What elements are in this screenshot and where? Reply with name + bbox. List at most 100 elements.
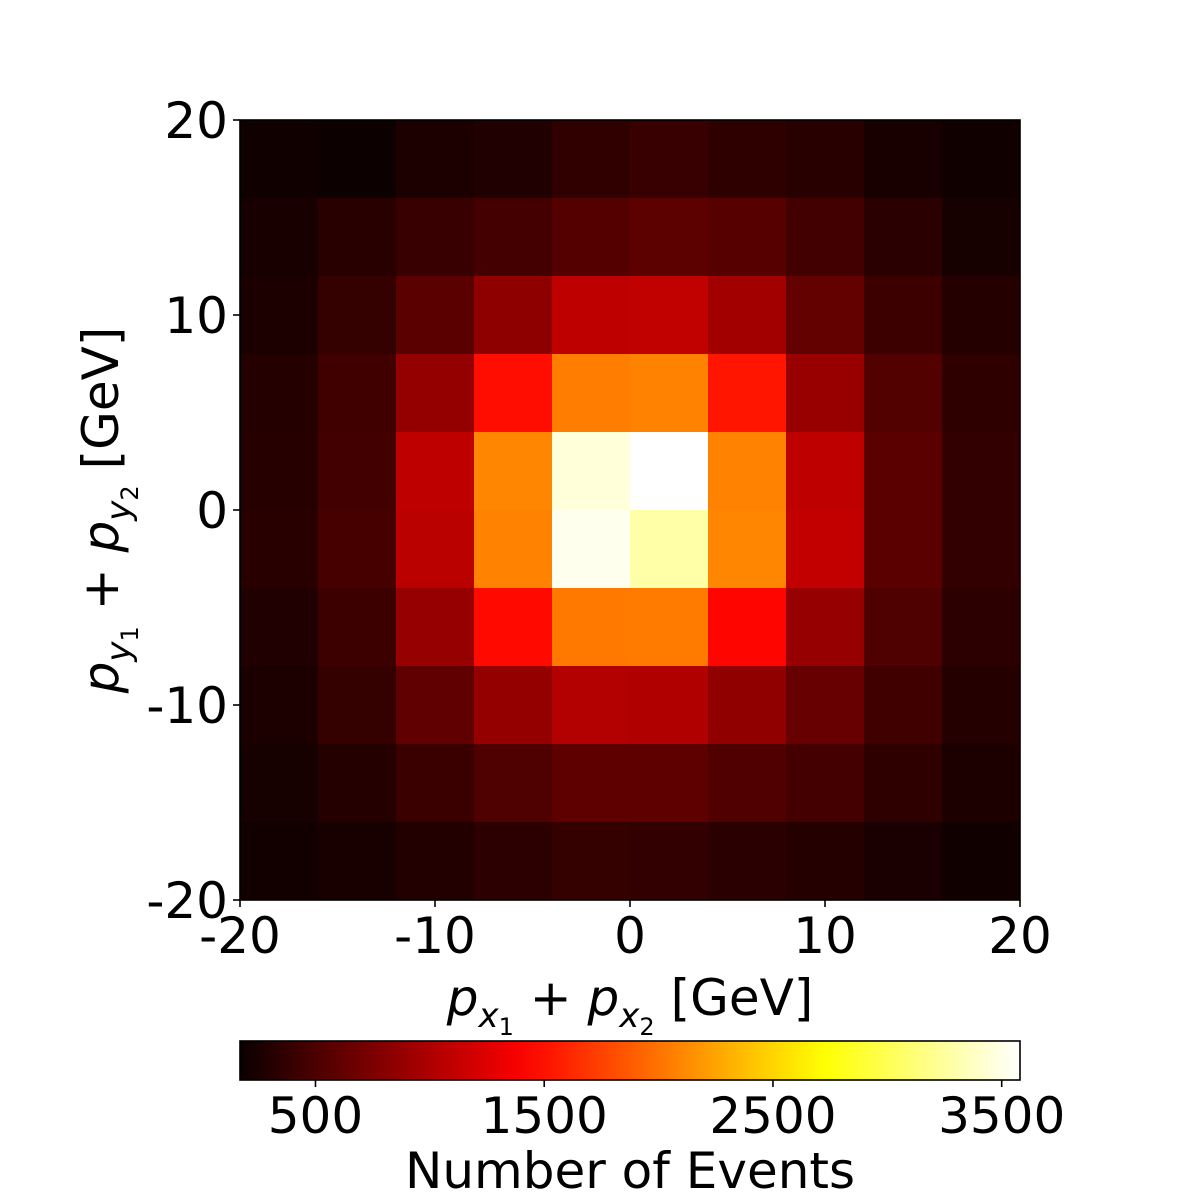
heatmap-cell	[708, 276, 787, 355]
heatmap-cell	[864, 120, 943, 199]
heatmap-cell	[474, 198, 553, 277]
heatmap-cell	[552, 120, 631, 199]
heatmap-cell	[630, 198, 709, 277]
heatmap-cell	[552, 198, 631, 277]
heatmap-cell	[552, 666, 631, 745]
heatmap-cell	[708, 120, 787, 199]
heatmap-cell	[864, 198, 943, 277]
heatmap-cell	[708, 588, 787, 667]
x-tick-label: 10	[793, 907, 857, 965]
heatmap-cell	[864, 276, 943, 355]
heatmap-cell	[396, 354, 475, 433]
y-tick-label: 10	[164, 287, 228, 345]
heatmap-cell	[942, 666, 1021, 745]
heatmap-cell	[552, 588, 631, 667]
heatmap-cell	[708, 432, 787, 511]
heatmap-cell	[864, 432, 943, 511]
heatmap-cell	[318, 666, 397, 745]
heatmap-cell	[396, 822, 475, 901]
heatmap-cell	[942, 588, 1021, 667]
heatmap-cell	[240, 432, 319, 511]
heatmap-cell	[552, 432, 631, 511]
heatmap-cell	[552, 354, 631, 433]
colorbar-tick-label: 2500	[709, 1087, 836, 1145]
heatmap-cell	[396, 432, 475, 511]
heatmap-cell	[630, 666, 709, 745]
heatmap-cell	[474, 120, 553, 199]
heatmap-cell	[240, 822, 319, 901]
heatmap-cell	[474, 276, 553, 355]
x-tick-label: 20	[988, 907, 1052, 965]
heatmap-cell	[240, 510, 319, 589]
heatmap-cell	[240, 666, 319, 745]
x-axis-label: px1 + px2 [GeV]	[446, 969, 814, 1041]
heatmap-cell	[630, 120, 709, 199]
heatmap-cell	[708, 354, 787, 433]
x-axis-ticks: -20 -10 0 10 20	[199, 900, 1052, 965]
heatmap-cell	[630, 276, 709, 355]
heatmap-cell	[630, 744, 709, 823]
colorbar-tick-label: 1500	[481, 1087, 608, 1145]
heatmap-cell	[630, 432, 709, 511]
heatmap-cell	[474, 432, 553, 511]
heatmap-cell	[474, 822, 553, 901]
heatmap-cell	[552, 822, 631, 901]
colorbar-tick-label: 500	[268, 1087, 363, 1145]
x-tick-label: -10	[394, 907, 476, 965]
heatmap-cell	[942, 432, 1021, 511]
y-tick-label: -10	[146, 677, 228, 735]
heatmap-cell	[786, 744, 865, 823]
heatmap-cell	[708, 822, 787, 901]
heatmap-cell	[864, 588, 943, 667]
heatmap-cell	[708, 744, 787, 823]
colorbar-tick-label: 3500	[938, 1087, 1065, 1145]
heatmap-cell	[396, 276, 475, 355]
heatmap-cell	[396, 198, 475, 277]
heatmap-cell	[318, 120, 397, 199]
heatmap-cell	[396, 666, 475, 745]
heatmap-cell	[864, 744, 943, 823]
heatmap-cell	[318, 510, 397, 589]
heatmap-cells	[240, 120, 1021, 901]
y-tick-label: 0	[196, 482, 228, 540]
heatmap-cell	[786, 432, 865, 511]
colorbar-ticks: 500 1500 2500 3500	[268, 1080, 1065, 1145]
heatmap-cell	[474, 588, 553, 667]
x-tick-label: -20	[199, 907, 281, 965]
heatmap-cell	[240, 354, 319, 433]
heatmap-cell	[396, 510, 475, 589]
heatmap-cell	[942, 198, 1021, 277]
heatmap-cell	[552, 744, 631, 823]
heatmap-cell	[942, 510, 1021, 589]
heatmap-cell	[864, 666, 943, 745]
heatmap-cell	[474, 744, 553, 823]
heatmap-cell	[942, 276, 1021, 355]
colorbar	[239, 1040, 1021, 1081]
heatmap-cell	[786, 354, 865, 433]
heatmap-cell	[786, 120, 865, 199]
colorbar-label: Number of Events	[405, 1142, 855, 1200]
heatmap-cell	[240, 588, 319, 667]
heatmap-cell	[786, 510, 865, 589]
y-axis-label: py1 + py2 [GeV]	[72, 327, 144, 695]
heatmap-cell	[942, 120, 1021, 199]
heatmap-cell	[630, 510, 709, 589]
heatmap-cell	[318, 588, 397, 667]
heatmap-cell	[318, 276, 397, 355]
heatmap-cell	[396, 120, 475, 199]
heatmap-cell	[240, 198, 319, 277]
y-tick-label: -20	[146, 872, 228, 930]
heatmap-cell	[942, 354, 1021, 433]
heatmap-cell	[864, 822, 943, 901]
heatmap-cell	[318, 432, 397, 511]
heatmap-cell	[474, 354, 553, 433]
heatmap-cell	[630, 354, 709, 433]
heatmap-cell	[474, 510, 553, 589]
heatmap-cell	[318, 744, 397, 823]
heatmap-cell	[318, 198, 397, 277]
y-axis-ticks: -20 -10 0 10 20	[146, 92, 240, 930]
heatmap-cell	[786, 822, 865, 901]
heatmap-cell	[240, 276, 319, 355]
heatmap-cell	[864, 510, 943, 589]
